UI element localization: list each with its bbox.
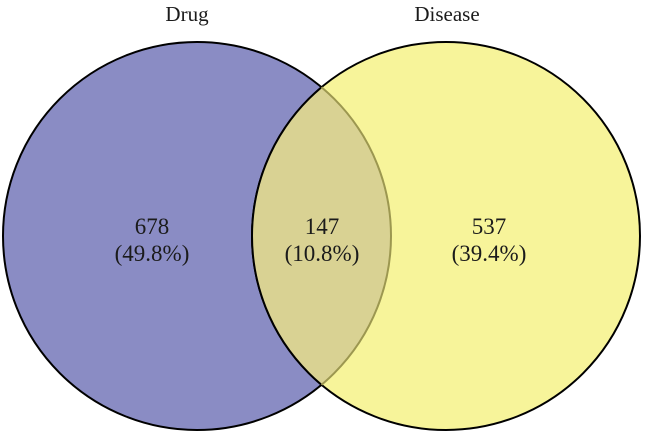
overlap-count: 147 xyxy=(305,214,340,239)
drug-set-title: Drug xyxy=(165,2,209,26)
disease-only-count: 537 xyxy=(472,214,507,239)
disease-set-title: Disease xyxy=(414,2,479,26)
drug-only-percent: (49.8%) xyxy=(115,241,190,266)
disease-only-percent: (39.4%) xyxy=(452,241,527,266)
overlap-arc xyxy=(252,42,392,430)
overlap-percent: (10.8%) xyxy=(285,241,360,266)
overlap-region xyxy=(251,42,391,430)
drug-only-count: 678 xyxy=(135,214,170,239)
